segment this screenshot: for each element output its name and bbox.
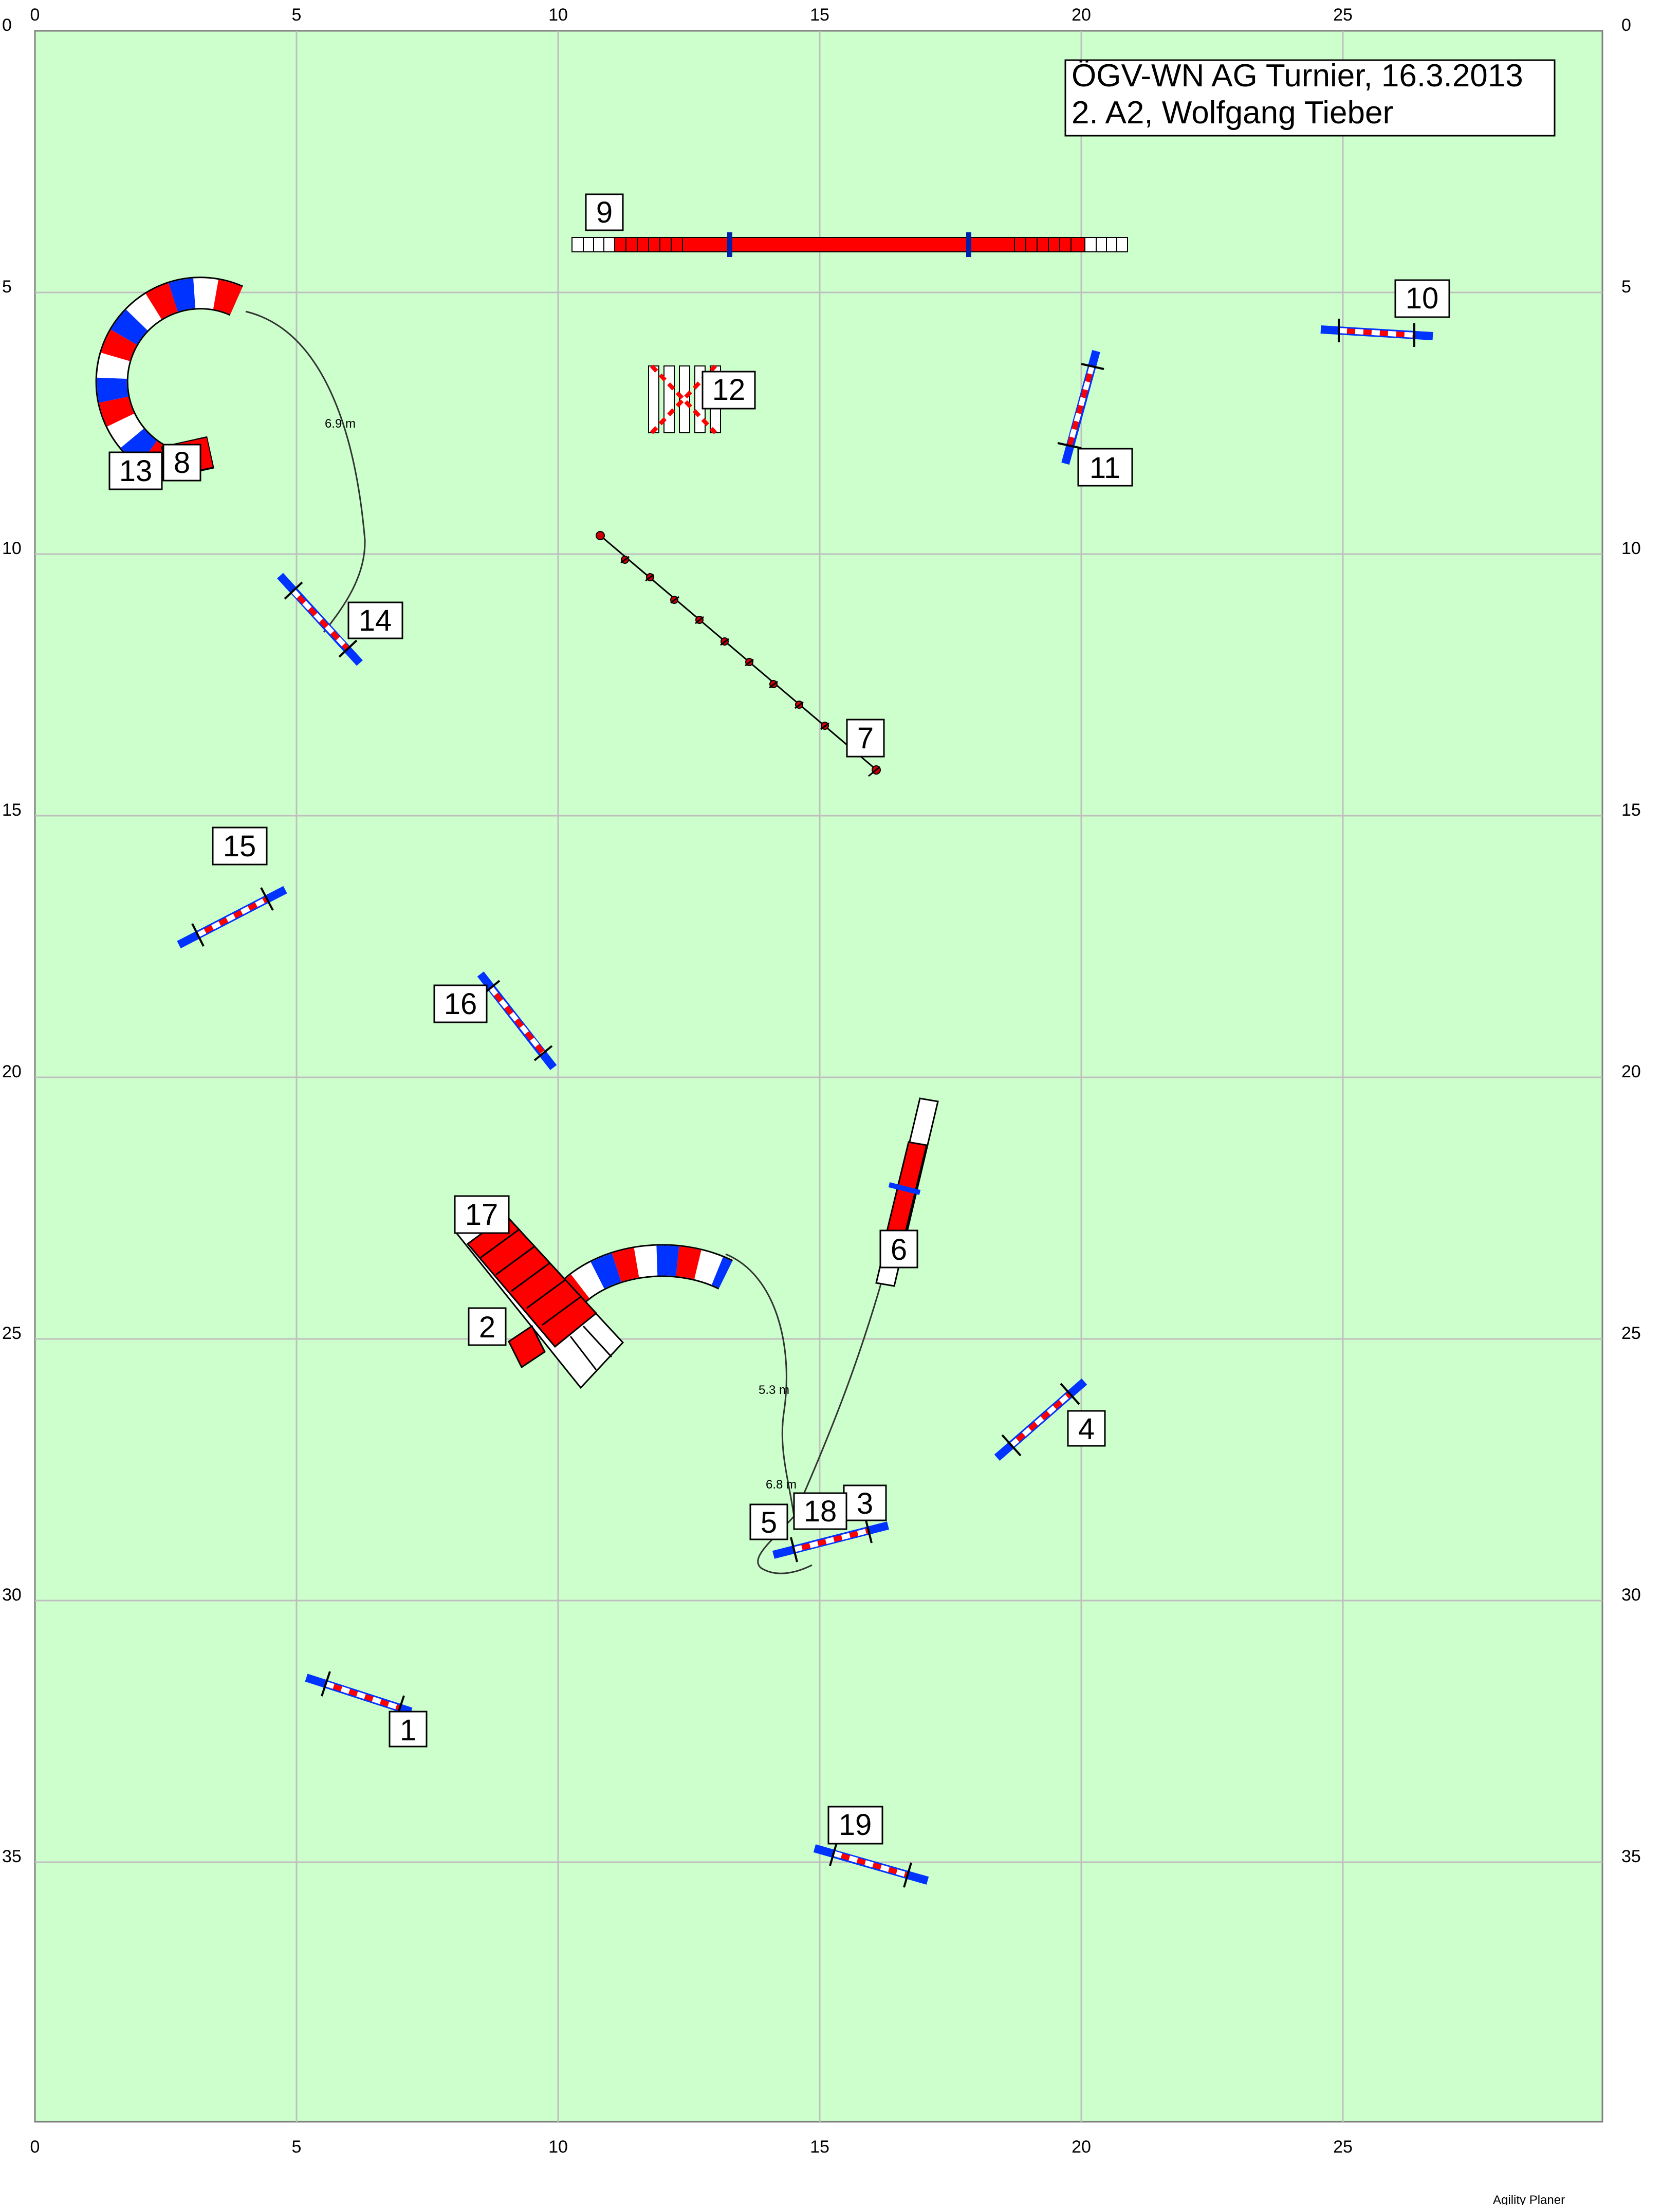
course-title: ÖGV-WN AG Turnier, 16.3.2013 xyxy=(1072,58,1523,94)
obstacle-number: 8 xyxy=(174,446,190,480)
obstacle-label: 9 xyxy=(585,193,624,231)
distance-label: 6.9 m xyxy=(325,417,356,431)
obstacle-number: 17 xyxy=(465,1198,499,1232)
x-tick-label: 5 xyxy=(292,5,302,25)
field-area xyxy=(34,30,1603,2123)
x-tick-label: 15 xyxy=(810,2137,829,2157)
y-tick-label: 5 xyxy=(1621,277,1631,297)
y-tick-label: 15 xyxy=(1621,800,1641,820)
obstacle-2-17-tunnel xyxy=(552,1244,733,1311)
y-axis-left: 0 5 10 15 20 25 30 35 xyxy=(2,15,22,1866)
obstacle-label: 16 xyxy=(433,984,488,1023)
y-tick-label: 0 xyxy=(1621,15,1631,35)
obstacle-number: 3 xyxy=(857,1487,873,1520)
x-tick-label: 25 xyxy=(1333,2137,1353,2157)
obstacle-label: 6 xyxy=(879,1229,918,1269)
obstacle-label: 7 xyxy=(846,719,885,758)
grid xyxy=(35,31,1602,2122)
y-tick-label: 20 xyxy=(1621,1062,1641,1081)
obstacle-label: 8 xyxy=(162,444,201,482)
obstacle-label: 2 xyxy=(468,1307,507,1346)
x-tick-label: 25 xyxy=(1333,5,1353,25)
x-tick-label: 20 xyxy=(1072,2137,1091,2157)
x-tick-label: 15 xyxy=(810,5,829,25)
x-tick-label: 10 xyxy=(548,5,568,25)
obstacle-label: 5 xyxy=(749,1503,788,1540)
obstacle-label: 10 xyxy=(1394,279,1450,318)
obstacle-19-jump xyxy=(813,1841,929,1888)
obstacle-label: 14 xyxy=(347,601,403,639)
obstacle-number: 13 xyxy=(119,454,153,488)
y-tick-label: 30 xyxy=(2,1585,22,1605)
obstacle-15-jump xyxy=(177,886,287,949)
y-tick-label: 35 xyxy=(2,1847,22,1866)
obstacle-11-jump xyxy=(1057,350,1104,465)
obstacle-number: 19 xyxy=(839,1808,872,1842)
y-tick-label: 10 xyxy=(1621,539,1641,558)
obstacle-number: 12 xyxy=(712,373,746,407)
obstacle-number: 7 xyxy=(857,722,874,755)
y-tick-label: 25 xyxy=(1621,1324,1641,1343)
course-title-box: ÖGV-WN AG Turnier, 16.3.2013 2. A2, Wolf… xyxy=(1064,58,1556,137)
obstacle-7-weave-poles xyxy=(596,531,881,777)
x-axis-bottom: 0 5 10 15 20 25 xyxy=(30,2137,1353,2157)
x-tick-label: 0 xyxy=(30,5,40,25)
obstacle-label: 18 xyxy=(793,1492,847,1530)
obstacle-10-jump xyxy=(1320,319,1433,347)
obstacle-label: 11 xyxy=(1077,448,1133,487)
x-tick-label: 10 xyxy=(548,2137,568,2157)
number-labels: 1 2 3 4 5 6 7 8 xyxy=(108,193,1450,1845)
y-tick-label: 15 xyxy=(2,800,22,820)
obstacle-number: 9 xyxy=(596,196,613,229)
y-tick-label: 30 xyxy=(1621,1585,1641,1605)
obstacle-number: 2 xyxy=(479,1311,495,1344)
obstacle-number: 14 xyxy=(359,604,392,637)
obstacle-number: 10 xyxy=(1406,282,1439,315)
obstacle-number: 16 xyxy=(444,987,477,1021)
obstacle-number: 15 xyxy=(223,830,256,863)
obstacle-label: 19 xyxy=(827,1806,883,1845)
obstacle-label: 4 xyxy=(1067,1410,1106,1447)
obstacle-label: 15 xyxy=(212,826,268,866)
obstacle-9-dogwalk xyxy=(571,232,1128,257)
obstacle-number: 4 xyxy=(1078,1412,1095,1446)
obstacle-3-jump xyxy=(772,1518,889,1563)
obstacle-number: 18 xyxy=(804,1495,837,1528)
obstacle-number: 1 xyxy=(400,1714,416,1747)
path-lines xyxy=(245,310,882,1574)
course-subtitle: 2. A2, Wolfgang Tieber xyxy=(1072,95,1393,131)
obstacle-label: 1 xyxy=(389,1711,428,1748)
obstacle-label: 12 xyxy=(701,371,756,410)
y-axis-right: 0 5 10 15 20 25 30 35 xyxy=(1621,15,1641,1866)
distance-label: 5.3 m xyxy=(759,1383,789,1397)
y-tick-label: 20 xyxy=(2,1062,22,1081)
obstacle-17-aframe xyxy=(453,1201,624,1389)
obstacle-4-jump xyxy=(994,1378,1087,1461)
obstacle-number: 11 xyxy=(1090,451,1120,485)
y-tick-label: 25 xyxy=(2,1324,22,1343)
footer-credit: Agility Planer xyxy=(1493,2193,1565,2205)
y-tick-label: 5 xyxy=(2,277,12,297)
obstacle-14-jump xyxy=(277,573,363,666)
y-tick-label: 10 xyxy=(2,539,22,558)
x-axis-top: 0 5 10 15 20 25 xyxy=(30,5,1353,25)
obstacle-label: 17 xyxy=(454,1195,510,1234)
distance-label: 6.8 m xyxy=(766,1478,797,1492)
obstacle-number: 6 xyxy=(891,1233,907,1266)
x-tick-label: 0 xyxy=(30,2137,40,2157)
obstacle-label: 13 xyxy=(108,451,163,490)
x-tick-label: 5 xyxy=(292,2137,302,2157)
obstacle-number: 5 xyxy=(761,1506,777,1539)
y-tick-label: 0 xyxy=(2,15,12,35)
obstacle-label: 3 xyxy=(843,1484,887,1521)
y-tick-label: 35 xyxy=(1621,1847,1641,1866)
x-tick-label: 20 xyxy=(1072,5,1091,25)
